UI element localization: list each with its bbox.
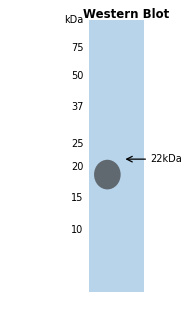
Text: 37: 37: [71, 102, 84, 112]
Text: 20: 20: [71, 162, 84, 172]
Text: 75: 75: [71, 43, 84, 53]
Bar: [89, 20, 144, 292]
Text: 50: 50: [71, 71, 84, 81]
Text: 15: 15: [71, 193, 84, 203]
Text: 10: 10: [71, 225, 84, 235]
Text: kDa: kDa: [64, 15, 84, 25]
Text: Western Blot: Western Blot: [83, 8, 169, 21]
Ellipse shape: [94, 160, 121, 189]
Text: 25: 25: [71, 139, 84, 149]
Text: 22kDa: 22kDa: [150, 154, 182, 164]
